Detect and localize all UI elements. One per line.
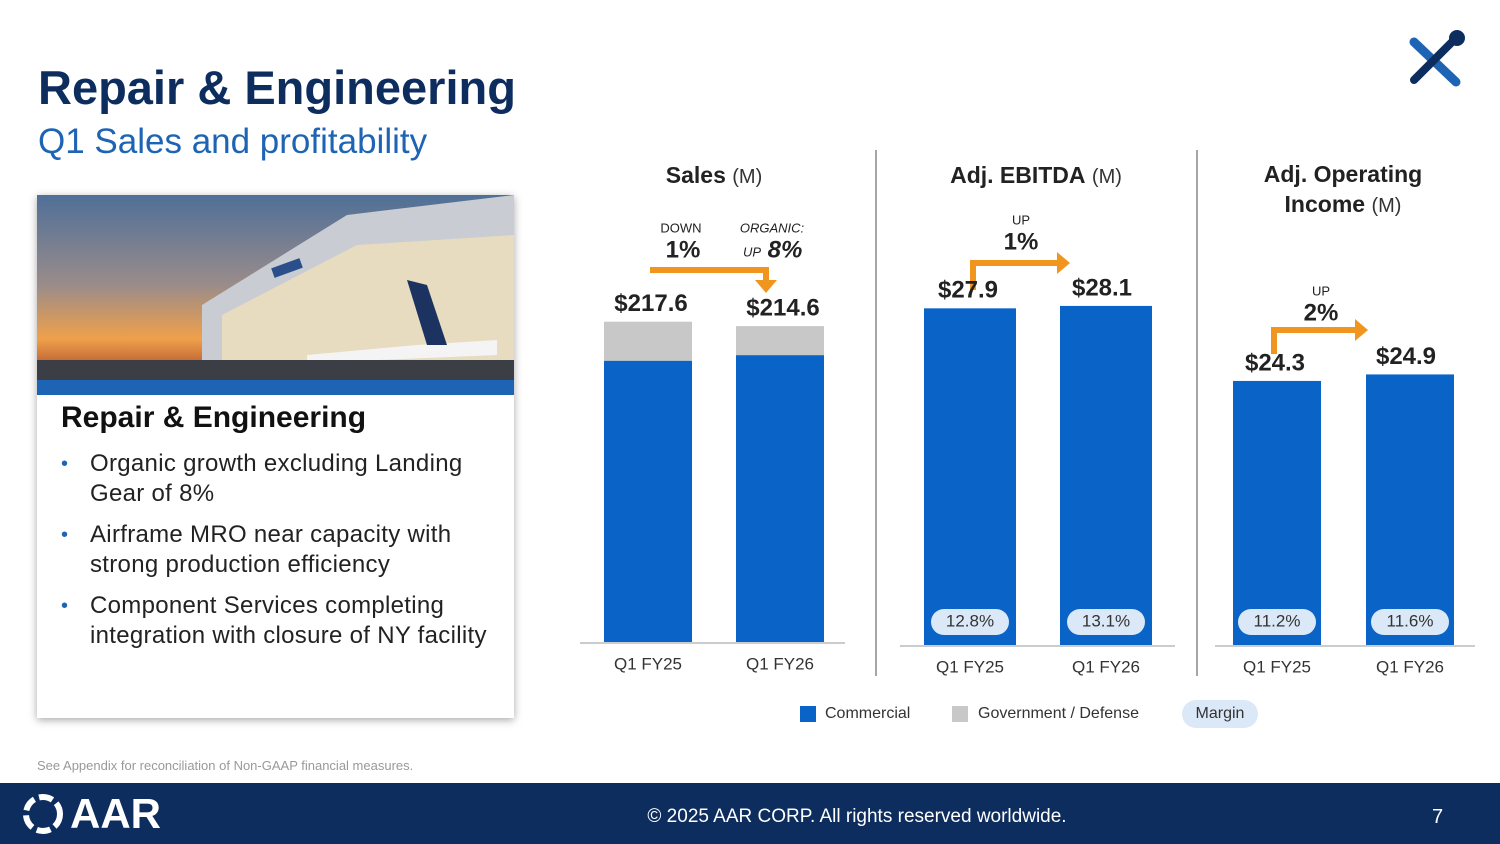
card-heading: Repair & Engineering (61, 401, 367, 434)
chart-unit: (M) (1371, 195, 1402, 217)
bar (1366, 374, 1454, 645)
chart-title: Adj. EBITDA (M) (886, 160, 1186, 192)
legend-swatch (952, 706, 968, 722)
bullet: Component Services completing integratio… (61, 591, 501, 651)
x-tick-label: Q1 FY25 (1243, 657, 1311, 676)
total-label: $214.6 (746, 294, 819, 321)
x-tick-label: Q1 FY25 (936, 657, 1004, 676)
annotation: 1% (666, 236, 701, 263)
card: Repair & Engineering Organic growth excl… (37, 195, 514, 718)
annotation: ORGANIC: (740, 220, 805, 235)
x-tick-label: Q1 FY26 (1072, 657, 1140, 676)
tools-icon (1409, 30, 1465, 87)
footnote: See Appendix for reconciliation of Non-G… (37, 758, 414, 773)
margin-pill (1067, 609, 1145, 635)
bullet: Organic growth excluding Landing Gear of… (61, 449, 501, 509)
value-label: $24.9 (1376, 343, 1436, 370)
value-label: $27.9 (938, 277, 998, 304)
margin-label: 12.8% (946, 611, 994, 630)
legend-swatch (1182, 700, 1258, 728)
bar-segment (604, 360, 692, 642)
margin-pill (1238, 609, 1316, 635)
footer (0, 783, 1500, 844)
chart-title-text: Adj. Operating Income (1263, 161, 1423, 217)
margin-pill (1371, 609, 1449, 635)
bullet: Airframe MRO near capacity with strong p… (61, 520, 501, 580)
legend-label: Commercial (825, 705, 910, 722)
x-tick-label: Q1 FY26 (1376, 657, 1444, 676)
value-label: $28.1 (1072, 274, 1132, 301)
annotation: 1% (1004, 228, 1039, 255)
bar (1060, 305, 1152, 645)
bar (1233, 380, 1321, 645)
logo-icon (23, 794, 63, 834)
margin-pill (931, 609, 1009, 635)
annotation: 2% (1304, 299, 1339, 326)
annotation: UP (743, 244, 761, 259)
arrowheads (755, 252, 1368, 341)
chart-title: Adj. Operating Income (M) (1233, 159, 1453, 221)
legend-swatch (800, 706, 816, 722)
bar (924, 308, 1016, 645)
arrows (650, 260, 1356, 354)
page-number: 7 (1432, 806, 1444, 828)
bar-segment (736, 355, 824, 642)
annotation: DOWN (660, 220, 701, 235)
bullet-list: Organic growth excluding Landing Gear of… (61, 449, 501, 662)
legend-label: Margin (1196, 705, 1245, 722)
chart-unit: (M) (732, 166, 763, 188)
chart-title: Sales (M) (614, 160, 814, 192)
annotation: UP (1012, 212, 1030, 227)
chart-unit: (M) (1091, 166, 1122, 188)
charts: Commercial Government / Defense Margin D… (580, 30, 1475, 728)
legend-label: Government / Defense (978, 705, 1139, 722)
bar-segment (736, 326, 824, 356)
chart-title-text: Adj. EBITDA (950, 162, 1086, 188)
margin-label: 11.6% (1387, 611, 1434, 630)
value-label: $24.3 (1245, 349, 1305, 376)
annotation: UP (1312, 283, 1330, 298)
chart-title-text: Sales (665, 162, 726, 188)
title: Repair & Engineering (38, 61, 516, 114)
hangar-photo (37, 195, 514, 395)
annotation: 8% (768, 236, 803, 263)
margin-label: 11.2% (1254, 611, 1301, 630)
x-tick-label: Q1 FY25 (614, 654, 682, 673)
logo: AAR (70, 790, 161, 837)
copyright: © 2025 AAR CORP. All rights reserved wor… (647, 806, 1067, 827)
margin-label: 13.1% (1082, 611, 1130, 630)
total-label: $217.6 (614, 290, 687, 317)
x-tick-label: Q1 FY26 (746, 654, 814, 673)
subtitle: Q1 Sales and profitability (38, 122, 428, 161)
bar-segment (604, 321, 692, 361)
